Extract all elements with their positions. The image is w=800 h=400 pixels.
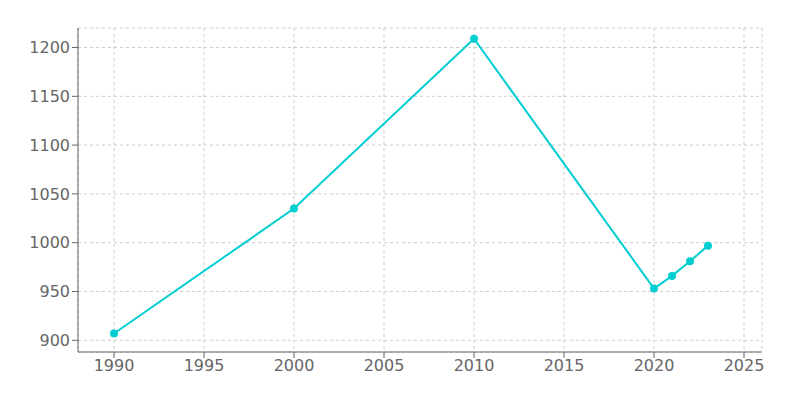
- svg-text:950: 950: [39, 282, 70, 301]
- svg-text:900: 900: [39, 331, 70, 350]
- svg-text:1200: 1200: [29, 38, 70, 57]
- svg-text:2000: 2000: [274, 356, 315, 375]
- svg-text:1100: 1100: [29, 136, 70, 155]
- svg-text:2010: 2010: [454, 356, 495, 375]
- svg-text:2025: 2025: [724, 356, 765, 375]
- svg-text:1995: 1995: [184, 356, 225, 375]
- svg-text:1150: 1150: [29, 87, 70, 106]
- svg-text:2005: 2005: [364, 356, 405, 375]
- svg-text:1050: 1050: [29, 185, 70, 204]
- svg-text:2015: 2015: [544, 356, 585, 375]
- svg-text:1990: 1990: [94, 356, 135, 375]
- svg-text:2020: 2020: [634, 356, 675, 375]
- svg-text:1000: 1000: [29, 233, 70, 252]
